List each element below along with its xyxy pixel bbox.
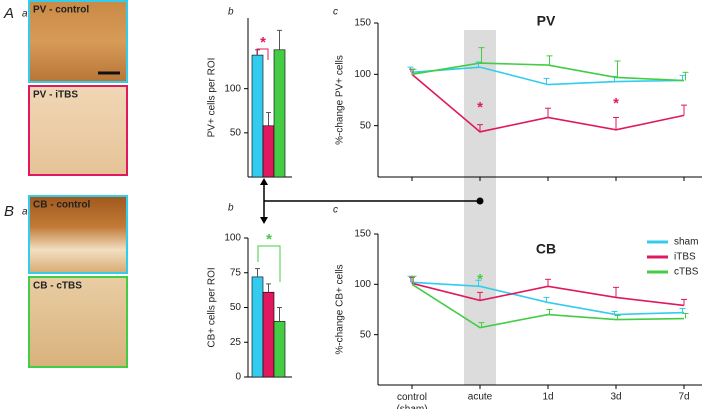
image-label: PV - iTBS	[33, 90, 78, 101]
micrographs	[28, 0, 128, 368]
panel-label: B	[4, 203, 14, 220]
significance-star: *	[260, 34, 266, 51]
bar	[262, 125, 275, 178]
x-tick-label: 3d	[610, 392, 621, 403]
image	[28, 276, 128, 368]
image	[28, 195, 128, 274]
panel-label: c	[333, 7, 338, 18]
y-tick-label: 50	[360, 329, 372, 340]
y-tick-label: 100	[224, 233, 241, 244]
y-axis-label: %-change PV+ cells	[335, 55, 346, 145]
chart-title: CB	[536, 241, 556, 257]
panel-label: A	[3, 5, 14, 22]
series-line	[411, 62, 685, 82]
bar	[262, 291, 275, 378]
y-tick-label: 50	[230, 302, 242, 313]
y-tick-label: 150	[354, 229, 371, 240]
panel-label: b	[228, 203, 234, 214]
y-tick-label: 75	[230, 267, 242, 278]
x-tick-label: acute	[468, 392, 493, 403]
legend-label: iTBS	[674, 252, 696, 263]
y-tick-label: 100	[354, 279, 371, 290]
y-tick-label: 50	[230, 127, 242, 138]
image	[28, 0, 128, 83]
bar	[251, 54, 264, 178]
x-tick-label: 7d	[678, 392, 689, 403]
bracket	[256, 48, 269, 60]
bracket	[257, 245, 281, 282]
significance-star: *	[613, 95, 619, 112]
image	[28, 85, 128, 176]
connector	[260, 178, 484, 224]
bar	[251, 276, 264, 378]
y-tick-label: 100	[354, 69, 371, 80]
image-label: CB - cTBS	[33, 281, 82, 292]
y-axis-label: %-change CB+ cells	[335, 264, 346, 354]
y-tick-label: 100	[224, 83, 241, 94]
series-line	[411, 283, 685, 329]
x-tick-label-line: (sham)	[396, 404, 427, 409]
legend-label: sham	[674, 237, 698, 248]
y-tick-label: 0	[235, 372, 241, 383]
series-line	[411, 73, 685, 133]
y-tick-label: 25	[230, 337, 242, 348]
legend-label: cTBS	[674, 267, 699, 278]
x-tick-label-line: control	[397, 392, 427, 403]
bar	[273, 49, 286, 178]
x-tick-label: control(sham)	[396, 392, 427, 409]
highlight-band	[464, 30, 496, 385]
y-tick-label: 150	[354, 18, 371, 29]
panel-label: b	[228, 7, 234, 18]
panel-label: c	[333, 205, 338, 216]
chart-title: PV	[537, 13, 556, 29]
series-line	[411, 282, 685, 307]
y-axis-label: PV+ cells per ROI	[207, 58, 218, 138]
series-line	[411, 66, 685, 86]
panel-label: a	[22, 207, 28, 218]
y-axis-label: CB+ cells per ROI	[207, 267, 218, 347]
image-label: PV - control	[33, 5, 89, 16]
significance-star: *	[477, 99, 483, 116]
series-line	[411, 281, 685, 316]
bar	[273, 321, 286, 378]
significance-star: *	[266, 231, 272, 248]
panel-label: a	[22, 9, 28, 20]
x-tick-label: 1d	[542, 392, 553, 403]
significance-star: *	[477, 271, 483, 288]
y-tick-label: 50	[360, 120, 372, 131]
image-label: CB - control	[33, 200, 90, 211]
